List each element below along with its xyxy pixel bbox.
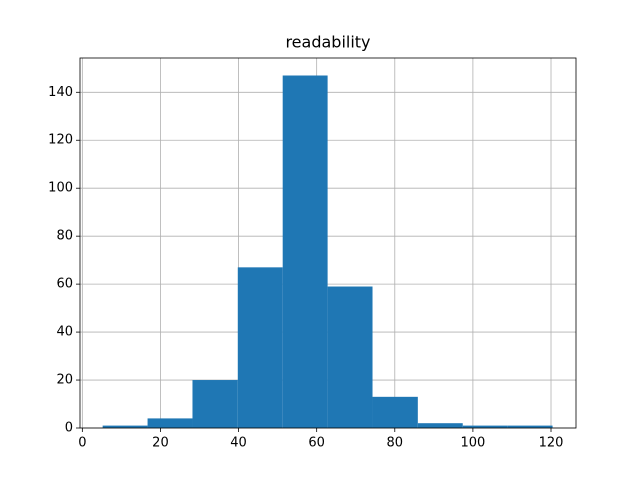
bar [192, 380, 238, 428]
bar [282, 75, 328, 429]
x-tick-label: 0 [78, 436, 86, 451]
plot-frame [79, 57, 577, 429]
bar [147, 418, 193, 428]
bar [102, 425, 148, 428]
bar [327, 286, 373, 428]
chart-title: readability [285, 33, 370, 52]
y-tick-label: 0 [65, 421, 73, 436]
y-tick-label: 140 [48, 85, 73, 100]
bar [507, 425, 553, 428]
x-tick-label: 40 [230, 436, 247, 451]
y-tick-label: 60 [56, 277, 73, 292]
bar [372, 396, 418, 428]
x-tick-label: 60 [308, 436, 325, 451]
y-tick-label: 100 [48, 181, 73, 196]
y-tick-label: 80 [56, 229, 73, 244]
bar [237, 267, 283, 428]
y-tick-label: 20 [56, 373, 73, 388]
y-tick-label: 40 [56, 325, 73, 340]
x-tick-label: 20 [152, 436, 169, 451]
bars [102, 75, 553, 429]
axes: 0 20 40 60 80 100 120 0 20 40 60 80 100 120 140 [48, 85, 563, 451]
y-tick-label: 120 [48, 133, 73, 148]
x-tick-label: 80 [387, 436, 404, 451]
x-tick-label: 100 [460, 436, 485, 451]
bar [462, 425, 508, 428]
bar [417, 423, 463, 428]
x-tick-label: 120 [539, 436, 564, 451]
